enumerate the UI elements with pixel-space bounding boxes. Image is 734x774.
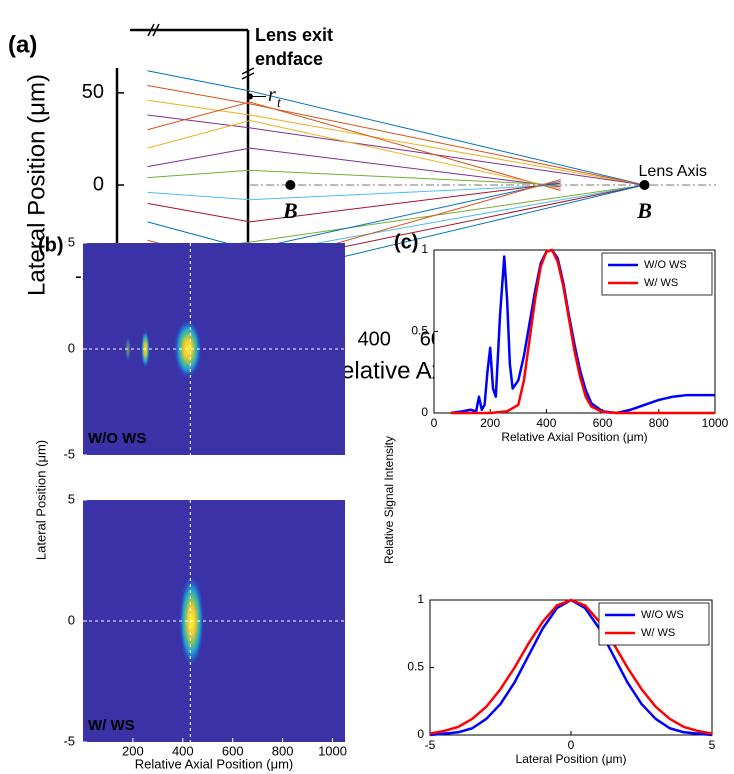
edge-label-sub: t xyxy=(277,96,282,111)
line xyxy=(429,598,713,735)
x-tick-label: 400 xyxy=(358,328,391,350)
point-label: B xyxy=(282,198,298,223)
lens-label: endface xyxy=(255,49,323,69)
x-axis-title: Lateral Position (μm) xyxy=(516,752,627,766)
lens-label: Lens exit xyxy=(255,25,333,45)
y-tick-label: 0 xyxy=(417,727,424,741)
y-tick-label: 5 xyxy=(68,234,75,249)
point-label: B xyxy=(636,198,652,223)
panel-label: (b) xyxy=(38,234,64,256)
y-tick-label: 0.5 xyxy=(407,660,424,674)
y-axis-title: Lateral Position (μm) xyxy=(23,74,50,296)
axis-label: Lens Axis xyxy=(639,163,707,180)
y-tick-label: 50 xyxy=(82,81,104,103)
y-tick-label: 0 xyxy=(68,612,75,627)
y-tick-label: -5 xyxy=(63,733,75,748)
y-axis-title: Lateral Position (μm) xyxy=(33,440,48,560)
x-tick-label: 1000 xyxy=(318,743,347,758)
x-tick-label: 600 xyxy=(222,743,244,758)
x-tick-label: 800 xyxy=(272,743,294,758)
focus-point xyxy=(285,180,296,190)
y-tick-label: 5 xyxy=(68,491,75,506)
ray xyxy=(147,101,561,192)
x-tick-label: 5 xyxy=(709,738,716,752)
y-tick-label: 1 xyxy=(421,242,428,256)
legend-box xyxy=(601,252,713,296)
ray xyxy=(147,184,561,201)
x-tick-label: 400 xyxy=(536,416,556,430)
overlay-label: W/ WS xyxy=(88,717,135,734)
overlay-label: W/O WS xyxy=(88,430,146,447)
ray xyxy=(147,70,645,186)
y-tick-label: 0 xyxy=(68,340,75,355)
legend-label: W/O WS xyxy=(641,609,684,621)
line xyxy=(450,248,715,415)
x-tick-label: 0 xyxy=(568,738,575,752)
x-tick-label: 800 xyxy=(649,416,669,430)
y-tick-label: 0.5 xyxy=(411,324,428,338)
ray xyxy=(147,114,645,186)
focus-point xyxy=(639,180,650,190)
legend-label: W/ WS xyxy=(641,627,675,639)
legend-label: W/O WS xyxy=(644,259,687,271)
ray xyxy=(147,119,561,190)
x-tick-label: 600 xyxy=(593,416,613,430)
y-axis-title: Relative Signal Intensity xyxy=(382,436,396,564)
ray xyxy=(147,182,561,223)
panel-label: (c) xyxy=(394,231,418,253)
ray xyxy=(147,99,645,186)
legend-box xyxy=(598,602,710,646)
panel-label: (a) xyxy=(8,31,37,58)
ray xyxy=(147,169,561,186)
edge-label: r xyxy=(268,84,276,106)
y-tick-label: -5 xyxy=(63,446,75,461)
x-axis-title: Relative Axial Position (μm) xyxy=(135,756,294,771)
x-tick-label: 200 xyxy=(480,416,500,430)
x-axis-title: Relative Axial Position (μm) xyxy=(501,430,647,444)
x-tick-label: 400 xyxy=(172,743,194,758)
x-tick-label: 0 xyxy=(431,416,438,430)
x-tick-label: -5 xyxy=(425,738,436,752)
y-tick-label: 0 xyxy=(421,405,428,419)
ray xyxy=(147,84,645,186)
ray xyxy=(147,147,561,188)
line xyxy=(450,248,715,415)
legend-label: W/ WS xyxy=(644,277,678,289)
x-tick-label: 1000 xyxy=(702,416,729,430)
x-tick-label: 200 xyxy=(122,743,144,758)
y-tick-label: 1 xyxy=(417,592,424,606)
y-tick-label: 0 xyxy=(93,173,104,195)
